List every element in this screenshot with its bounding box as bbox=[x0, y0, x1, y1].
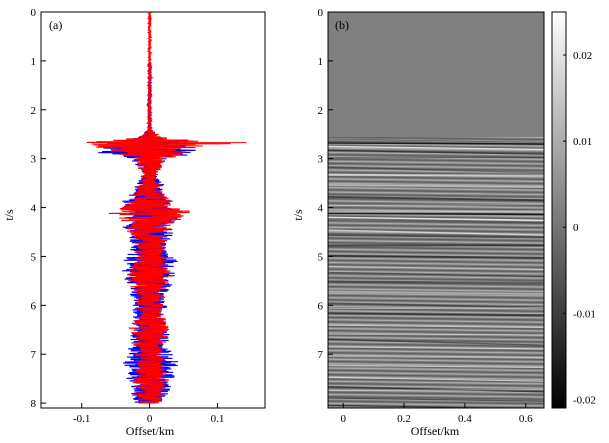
panel-a: -0.1 0 0.1 0 1 2 3 4 5 6 7 8 (a) Offset/km t/s bbox=[2, 7, 266, 438]
colorbar-gradient bbox=[551, 11, 567, 409]
panel-b-event-line bbox=[328, 138, 544, 143]
panel-b-event-line bbox=[328, 184, 544, 189]
red-trace-line bbox=[86, 12, 247, 404]
panel-b-event-line bbox=[328, 312, 544, 317]
colorbar-tick-label: 0.01 bbox=[573, 136, 592, 148]
panel-a-ytick-label: 5 bbox=[31, 251, 37, 263]
panel-b-event-line bbox=[328, 338, 544, 346]
panel-b-strong-event bbox=[328, 216, 544, 222]
panel-b-ylabel: t/s bbox=[291, 209, 305, 221]
panel-a-ytick-label: 1 bbox=[31, 56, 37, 68]
panel-a-xtick-label: -0.1 bbox=[73, 413, 90, 425]
panel-a-xtick-label: 0 bbox=[147, 413, 153, 425]
panel-b-event-line bbox=[328, 346, 544, 350]
panel-b-ytick-label: 7 bbox=[318, 349, 324, 361]
panel-b-event-line bbox=[328, 217, 544, 224]
panel-b-event-line bbox=[328, 397, 544, 402]
panel-b-ytick-label: 0 bbox=[318, 7, 324, 19]
panel-b-ytick-label: 4 bbox=[318, 203, 324, 215]
panel-b-label: (b) bbox=[335, 18, 349, 32]
panel-b-event-line bbox=[328, 265, 544, 271]
colorbar-ticks: 0.02 0.01 0 -0.01 -0.02 bbox=[563, 50, 596, 406]
panel-b-event-line bbox=[328, 229, 544, 236]
panel-b-event-line bbox=[328, 290, 544, 295]
colorbar-tick-label: 0 bbox=[573, 222, 579, 234]
panel-b-events bbox=[328, 138, 544, 408]
panel-b-event-line bbox=[328, 404, 512, 408]
panel-b-event-line bbox=[328, 324, 544, 328]
colorbar-tick-label: -0.01 bbox=[573, 308, 596, 320]
panel-a-ylabel: t/s bbox=[2, 209, 16, 221]
panel-b-xtick-label: 0 bbox=[340, 413, 346, 425]
colorbar-tick-label: 0.02 bbox=[573, 50, 592, 62]
panel-b-event-line bbox=[328, 355, 544, 359]
panel-b-strong-event bbox=[328, 142, 544, 145]
panel-a-ytick-label: 4 bbox=[31, 203, 37, 215]
panel-b-ytick-label: 5 bbox=[318, 251, 324, 263]
panel-b-xtick-label: 0.4 bbox=[458, 413, 472, 425]
panel-a-ytick-label: 8 bbox=[31, 398, 37, 410]
panel-a-ytick-label: 2 bbox=[31, 105, 37, 117]
panel-b-event-line bbox=[328, 386, 544, 393]
panel-a-axes: -0.1 0 0.1 0 1 2 3 4 5 6 7 8 bbox=[31, 7, 225, 425]
panel-b-event-line bbox=[328, 204, 544, 206]
panel-a-traces bbox=[86, 12, 247, 404]
panel-b-event-line bbox=[328, 302, 544, 309]
colorbar: 0.02 0.01 0 -0.01 -0.02 bbox=[551, 11, 596, 409]
panel-b-ytick-label: 6 bbox=[318, 300, 324, 312]
panel-b-event-line bbox=[328, 364, 544, 369]
panel-b-event-line bbox=[328, 254, 544, 259]
panel-b-event-line bbox=[328, 307, 544, 310]
panel-b-ytick-label: 1 bbox=[318, 56, 324, 68]
panel-a-ytick-label: 0 bbox=[31, 7, 37, 19]
panel-b-seismic bbox=[328, 137, 544, 408]
panel-b-event-line bbox=[328, 389, 544, 391]
panel-b-reflection-stripes bbox=[328, 137, 544, 408]
panel-b: 0 0.2 0.4 0.6 0 1 2 3 4 5 6 7 (b) Offset/km t/s bbox=[291, 7, 545, 438]
panel-a-ytick-label: 6 bbox=[31, 300, 37, 312]
colorbar-tick-label: -0.02 bbox=[573, 394, 596, 406]
panel-b-event-line bbox=[328, 376, 544, 382]
panel-a-xlabel: Offset/km bbox=[126, 424, 175, 438]
panel-b-ytick-label: 3 bbox=[318, 154, 324, 166]
panel-b-event-line bbox=[328, 234, 544, 239]
panel-b-ytick-label: 2 bbox=[318, 105, 324, 117]
panel-b-event-line bbox=[328, 280, 544, 284]
panel-b-xlabel: Offset/km bbox=[411, 424, 460, 438]
panel-b-strong-event bbox=[328, 145, 544, 151]
panel-b-axes: 0 0.2 0.4 0.6 0 1 2 3 4 5 6 7 bbox=[318, 7, 534, 425]
panel-b-event-line bbox=[328, 333, 544, 336]
panel-a-label: (a) bbox=[49, 18, 62, 32]
panel-a-ytick-label: 7 bbox=[31, 349, 37, 361]
panel-b-xtick-label: 0.6 bbox=[519, 413, 533, 425]
panel-b-event-line bbox=[328, 195, 544, 202]
panel-a-ytick-label: 3 bbox=[31, 154, 37, 166]
panel-b-strong-event bbox=[328, 212, 544, 216]
panel-b-event-line bbox=[328, 271, 544, 278]
panel-a-xtick-label: 0.1 bbox=[211, 413, 225, 425]
panel-b-event-line bbox=[328, 173, 544, 177]
panel-b-event-line bbox=[328, 166, 544, 174]
panel-b-frame bbox=[327, 11, 545, 409]
panel-b-event-line bbox=[328, 149, 544, 155]
panel-b-xtick-label: 0.2 bbox=[397, 413, 411, 425]
